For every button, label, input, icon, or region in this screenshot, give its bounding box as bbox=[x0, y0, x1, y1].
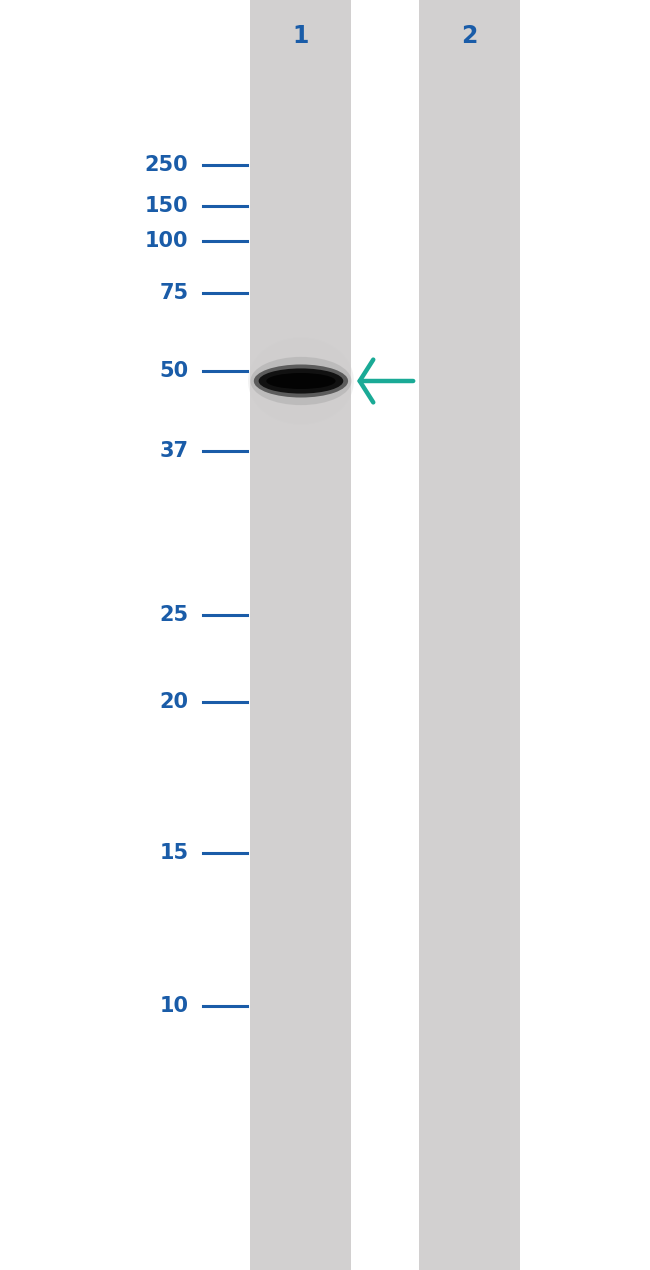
Text: 250: 250 bbox=[145, 155, 188, 175]
Ellipse shape bbox=[254, 364, 348, 398]
Text: 50: 50 bbox=[159, 361, 188, 381]
Text: 10: 10 bbox=[159, 996, 188, 1016]
Bar bbox=[250, 0, 351, 1270]
Ellipse shape bbox=[259, 368, 343, 394]
Ellipse shape bbox=[250, 357, 352, 405]
Text: 100: 100 bbox=[145, 231, 188, 251]
Text: 75: 75 bbox=[159, 283, 188, 304]
Text: 2: 2 bbox=[462, 24, 478, 47]
Text: 1: 1 bbox=[292, 24, 309, 47]
Text: 37: 37 bbox=[159, 441, 188, 461]
Text: 25: 25 bbox=[159, 605, 188, 625]
Text: 15: 15 bbox=[159, 843, 188, 864]
Text: 150: 150 bbox=[145, 196, 188, 216]
Ellipse shape bbox=[266, 373, 335, 389]
Bar bbox=[419, 0, 520, 1270]
Text: 20: 20 bbox=[159, 692, 188, 712]
Ellipse shape bbox=[248, 338, 354, 424]
